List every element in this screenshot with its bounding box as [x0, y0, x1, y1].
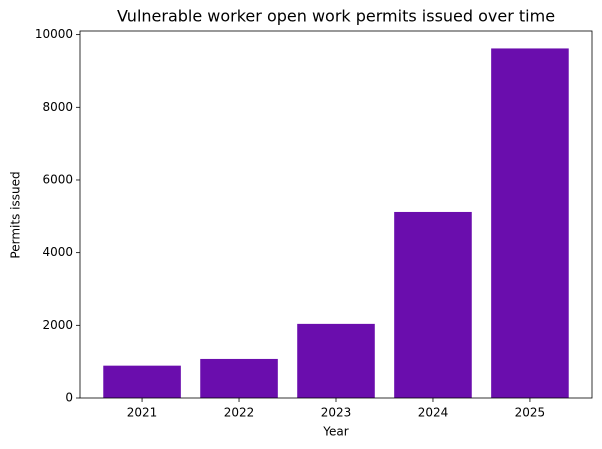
- y-tick-label: 4000: [42, 245, 73, 259]
- x-tick-label: 2021: [127, 406, 158, 420]
- x-tick-label: 2022: [224, 406, 255, 420]
- y-tick-label: 2000: [42, 318, 73, 332]
- bar: [491, 48, 569, 398]
- chart-title: Vulnerable worker open work permits issu…: [117, 7, 555, 26]
- x-tick-label: 2023: [321, 406, 352, 420]
- x-axis-label: Year: [322, 425, 348, 439]
- bar: [297, 323, 375, 398]
- x-tick-label: 2025: [515, 406, 546, 420]
- plot-frame: [79, 30, 593, 399]
- y-axis-label: Permits issued: [9, 171, 23, 258]
- y-tick-label: 8000: [42, 100, 73, 114]
- y-tick-label: 0: [65, 391, 73, 405]
- bar: [200, 358, 278, 398]
- y-tick-label: 10000: [35, 27, 73, 41]
- bar: [394, 211, 472, 398]
- y-tick-label: 6000: [42, 172, 73, 186]
- bar: [103, 365, 181, 398]
- x-tick-label: 2024: [418, 406, 449, 420]
